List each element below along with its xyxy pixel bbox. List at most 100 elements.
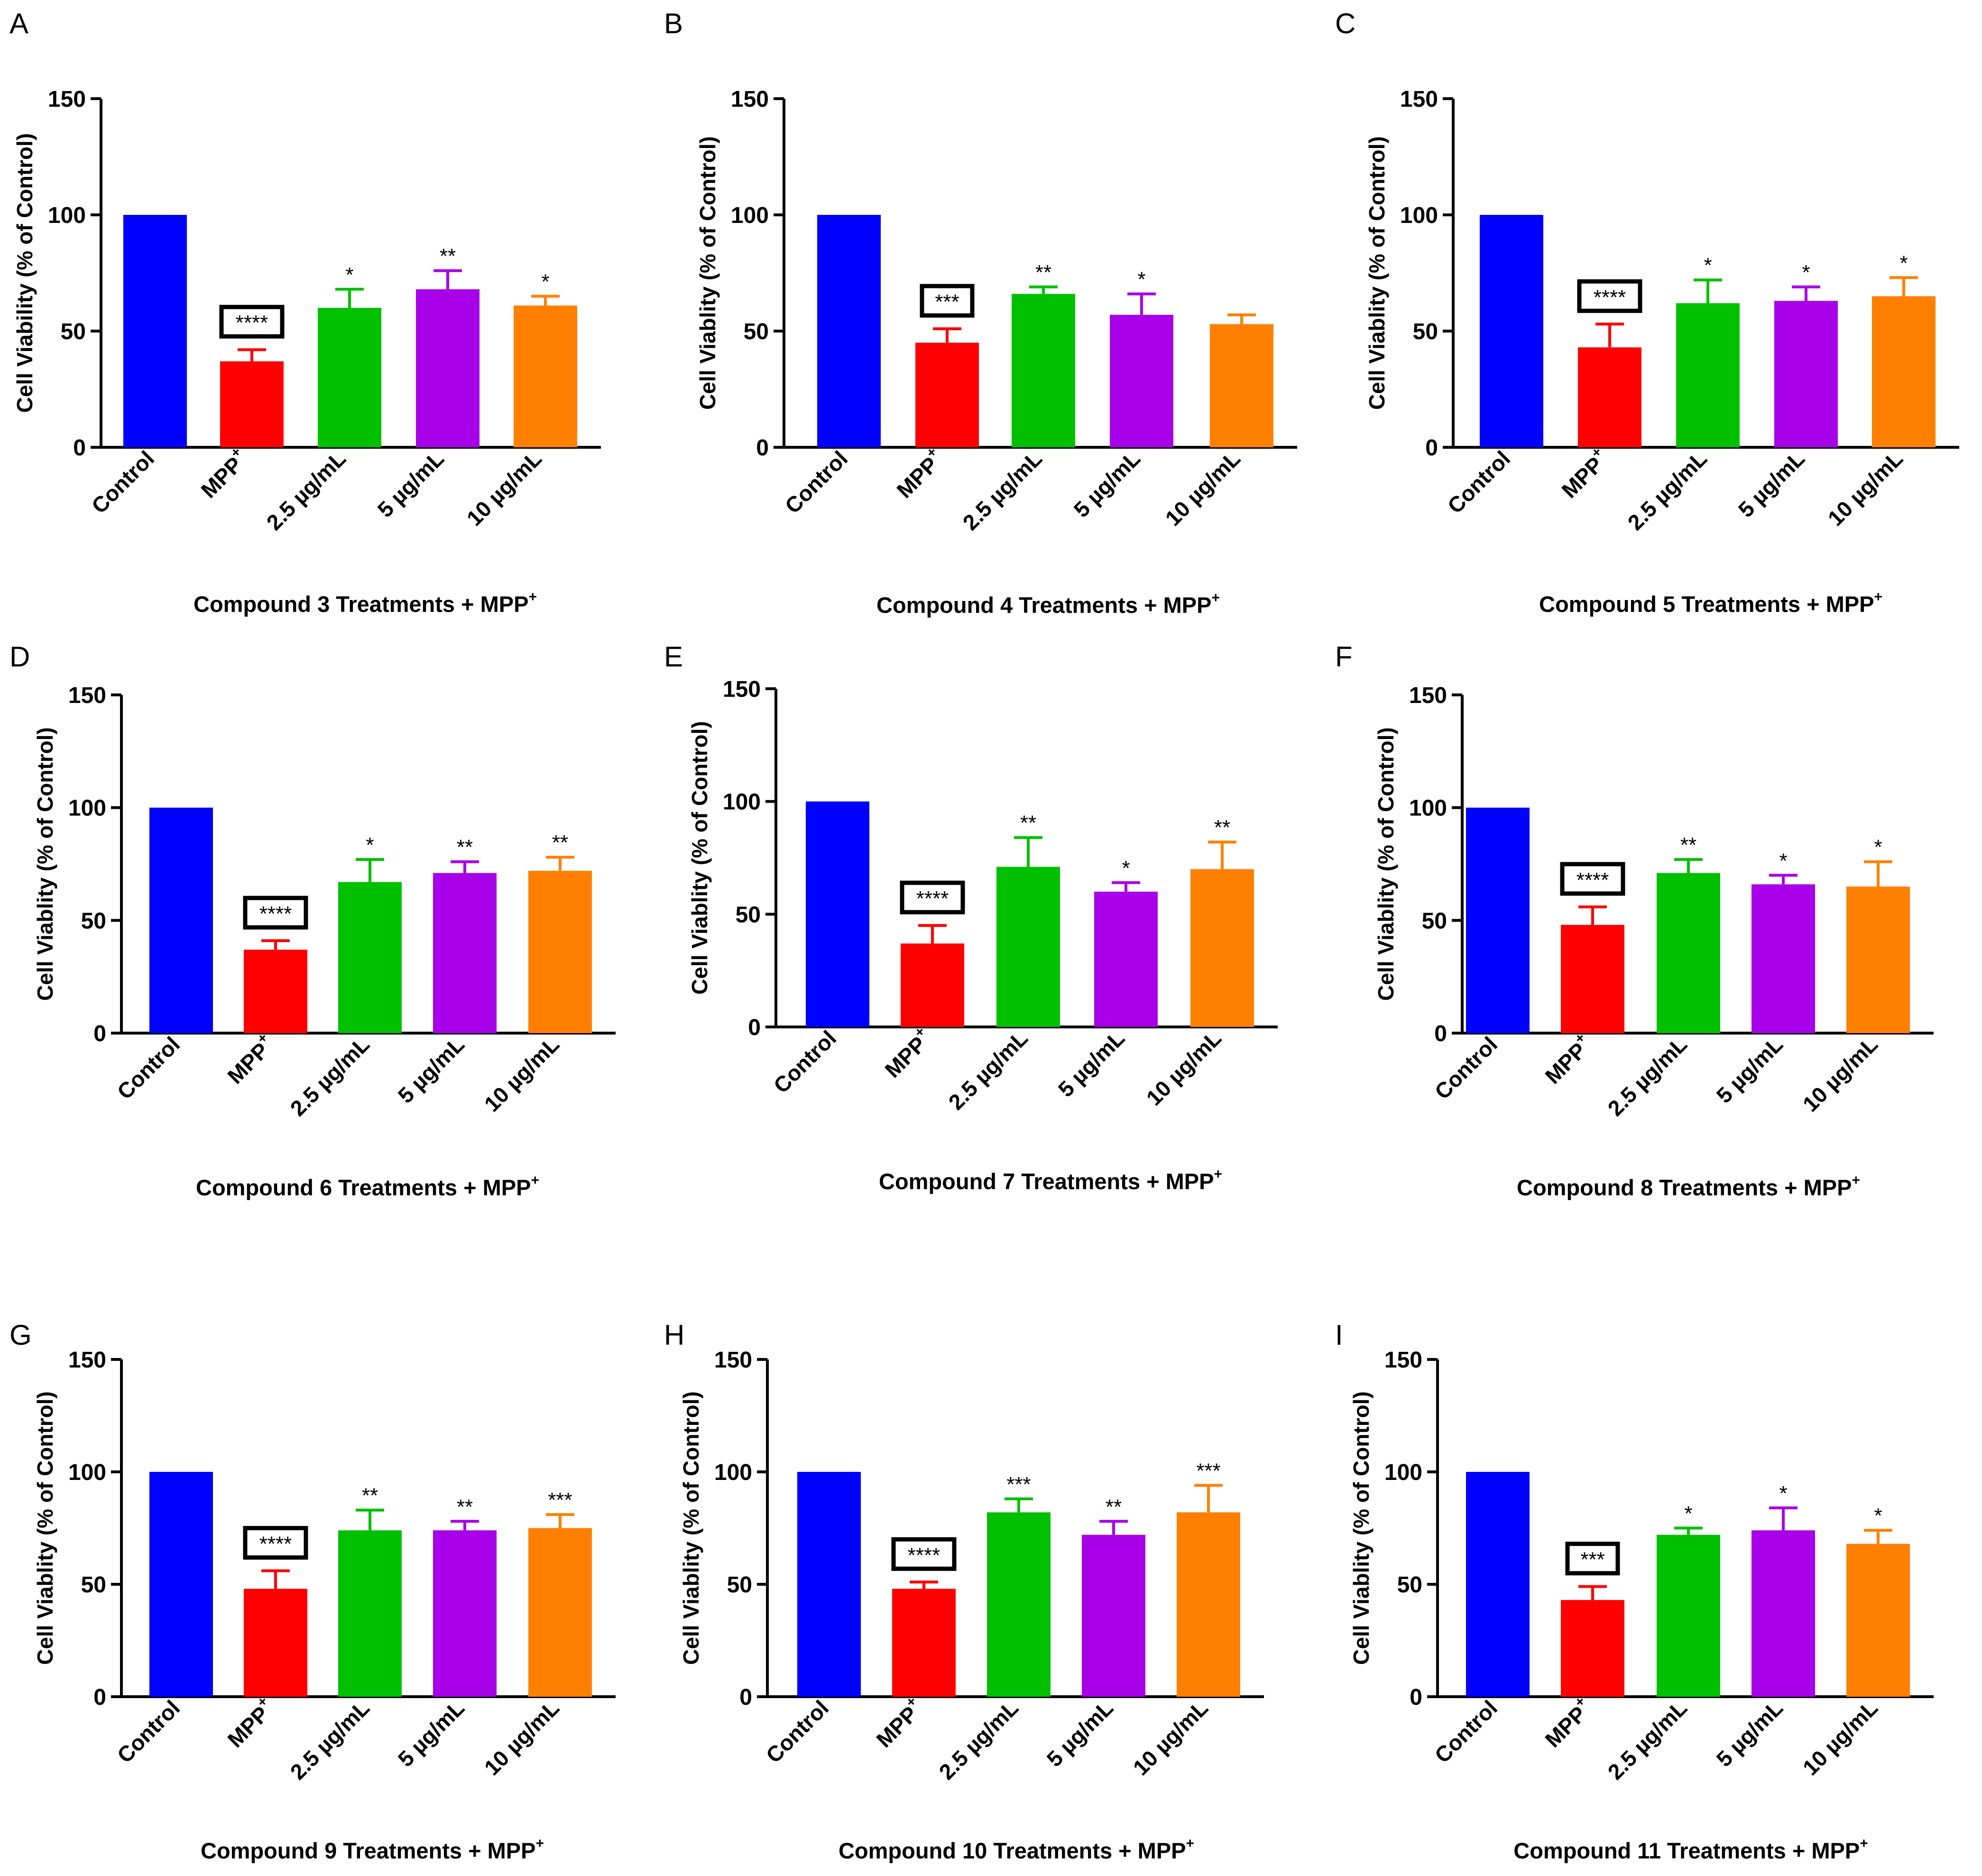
x-axis-label: Compound 5 Treatments + MPP+ xyxy=(1539,589,1882,617)
significance-label: * xyxy=(1122,857,1130,880)
x-axis-label: Compound 7 Treatments + MPP+ xyxy=(879,1166,1222,1194)
significance-label: **** xyxy=(259,902,292,925)
x-tick-label: 5 µg/mL xyxy=(1733,446,1809,522)
x-axis-label: Compound 10 Treatments + MPP+ xyxy=(839,1836,1194,1863)
x-tick-label: MPP+ xyxy=(194,444,253,503)
bar-control xyxy=(149,1472,213,1697)
bar-mpp xyxy=(915,342,979,447)
y-tick-label: 50 xyxy=(736,902,761,927)
significance-box xyxy=(1565,1542,1620,1576)
x-tick-label: Control xyxy=(87,446,159,518)
significance-label: **** xyxy=(1594,286,1626,309)
superscript: + xyxy=(1186,1836,1195,1851)
panel-h: H 0 50 100 150 Cell Viablity (% of Control) **… xyxy=(664,1319,1264,1863)
significance-label: ** xyxy=(1106,1495,1122,1518)
bar-c10 xyxy=(1177,1512,1240,1697)
x-tick-label: Control xyxy=(112,1695,184,1767)
y-tick-label: 0 xyxy=(1425,435,1438,461)
x-tick-label: 5 µg/mL xyxy=(393,1032,469,1108)
x-tick-label: 5 µg/mL xyxy=(1712,1695,1788,1771)
y-tick-label: 50 xyxy=(61,319,86,344)
significance-box xyxy=(891,1537,957,1571)
panel-letter: G xyxy=(9,1319,32,1351)
panel-letter: F xyxy=(1335,641,1353,673)
y-tick-label: 0 xyxy=(748,1015,761,1040)
panel-letter: D xyxy=(9,641,30,673)
bar-c10 xyxy=(528,1528,592,1697)
x-tick-label: MPP+ xyxy=(221,1030,279,1089)
bar-c5 xyxy=(433,873,497,1033)
y-tick-label: 50 xyxy=(727,1572,752,1598)
significance-box xyxy=(243,896,308,930)
significance-label: ** xyxy=(1035,261,1051,284)
panel-g: G 0 50 100 150 Cell Viablity (% of Control) **… xyxy=(9,1319,616,1863)
bar-c5 xyxy=(1752,884,1815,1033)
y-tick-label: 0 xyxy=(1434,1021,1447,1046)
x-tick-label: MPP+ xyxy=(1538,1030,1597,1089)
significance-label: *** xyxy=(548,1488,572,1512)
bar-control xyxy=(806,801,869,1027)
bar-c25 xyxy=(987,1512,1051,1697)
significance-label: * xyxy=(1874,836,1882,859)
y-axis-label: Cell Viablity (% of Control) xyxy=(695,136,720,410)
significance-label: * xyxy=(1779,1482,1787,1505)
panel-letter: I xyxy=(1335,1319,1343,1351)
y-axis-label: Cell Viablity (% of Control) xyxy=(33,727,57,1001)
y-tick-label: 150 xyxy=(48,87,86,112)
significance-box xyxy=(900,880,965,915)
panel-letter: B xyxy=(664,8,683,39)
y-tick-label: 150 xyxy=(68,1348,106,1373)
bar-mpp xyxy=(220,361,284,447)
x-tick-label: Control xyxy=(769,1026,841,1098)
bar-mpp xyxy=(244,950,307,1033)
y-tick-label: 150 xyxy=(1400,87,1438,112)
bar-control xyxy=(817,215,881,447)
x-tick-label: 2.5 µg/mL xyxy=(944,1026,1032,1114)
x-tick-label: 10 µg/mL xyxy=(1142,1026,1226,1110)
significance-label: * xyxy=(1704,254,1712,277)
x-tick-label: 5 µg/mL xyxy=(373,446,449,522)
superscript: + xyxy=(528,589,537,605)
bar-c5 xyxy=(416,289,479,447)
superscript: + xyxy=(1214,1166,1222,1182)
x-axis-label: Compound 4 Treatments + MPP+ xyxy=(876,590,1220,618)
x-tick-label: 10 µg/mL xyxy=(1798,1695,1882,1780)
x-axis-label: Compound 8 Treatments + MPP+ xyxy=(1517,1173,1860,1200)
bar-mpp xyxy=(1561,924,1624,1033)
bar-c25 xyxy=(1657,873,1720,1033)
x-tick-label: 5 µg/mL xyxy=(1069,446,1145,522)
x-tick-label: MPP+ xyxy=(221,1693,279,1752)
y-tick-label: 100 xyxy=(723,790,761,815)
significance-label: **** xyxy=(236,311,268,334)
y-axis-label: Cell Viablity (% of Control) xyxy=(1349,1391,1374,1665)
y-tick-label: 100 xyxy=(714,1460,752,1485)
x-axis-label: Compound 6 Treatments + MPP+ xyxy=(196,1173,539,1200)
bar-c5 xyxy=(1094,891,1158,1027)
bar-c25 xyxy=(338,882,402,1033)
y-tick-label: 100 xyxy=(1409,796,1447,821)
x-tick-label: 10 µg/mL xyxy=(479,1695,564,1780)
y-tick-label: 0 xyxy=(93,1021,106,1046)
significance-label: **** xyxy=(908,1543,940,1567)
bar-control xyxy=(1466,807,1530,1033)
bar-c10 xyxy=(528,870,592,1033)
superscript: + xyxy=(1211,590,1220,606)
y-tick-label: 0 xyxy=(739,1685,752,1710)
bar-c25 xyxy=(318,308,381,447)
y-tick-label: 150 xyxy=(68,683,106,708)
y-axis-label: Cell Viablity (% of Control) xyxy=(679,1391,703,1665)
bar-c10 xyxy=(1846,887,1910,1033)
y-tick-label: 50 xyxy=(81,908,106,933)
y-tick-label: 50 xyxy=(81,1572,106,1598)
x-tick-label: Control xyxy=(1443,446,1515,518)
significance-box xyxy=(1560,862,1625,896)
significance-label: * xyxy=(1137,268,1145,291)
x-tick-label: 2.5 µg/mL xyxy=(934,1695,1023,1784)
bar-c10 xyxy=(1846,1543,1910,1697)
significance-label: **** xyxy=(259,1533,292,1556)
y-axis-label: Cell Viablity (% of Control) xyxy=(1374,727,1398,1001)
bar-c5 xyxy=(1082,1534,1145,1697)
